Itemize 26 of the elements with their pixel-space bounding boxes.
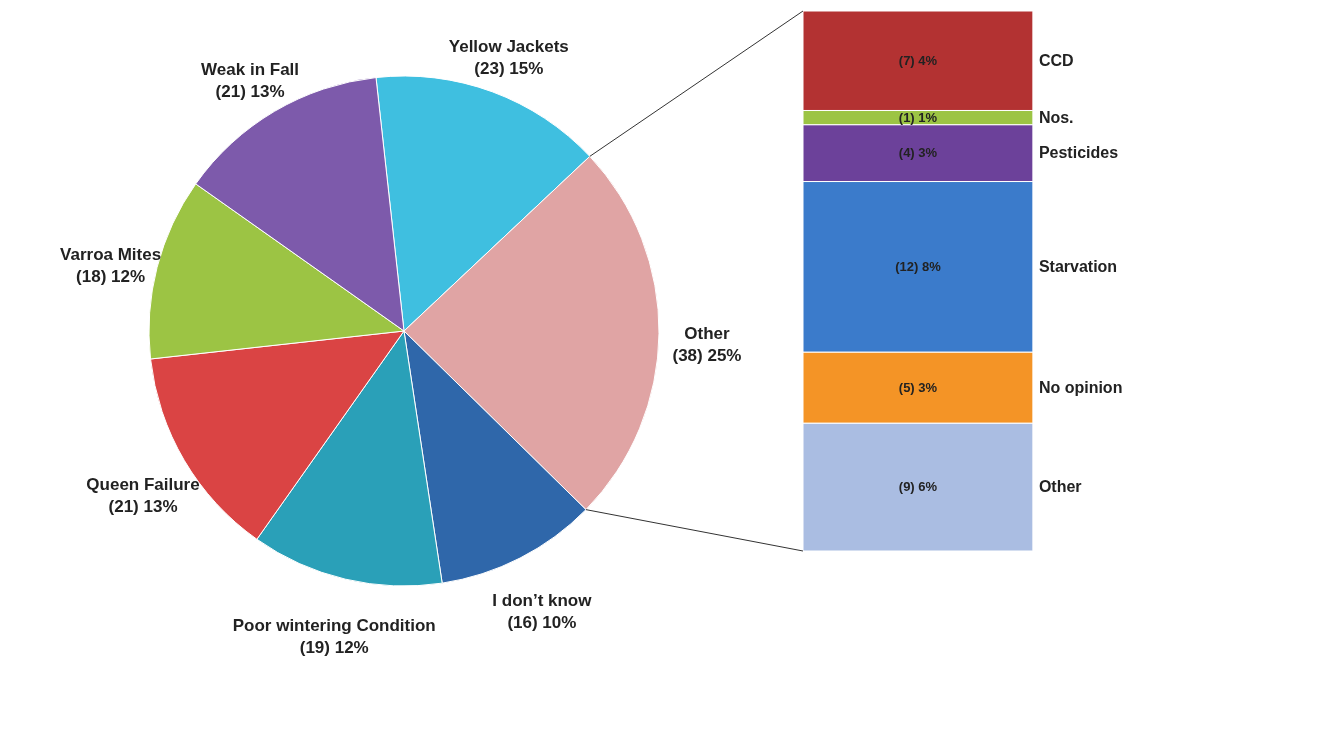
data-label: (38) 25% [672,346,742,366]
data-label: (12) 8% [895,258,942,274]
slice-label: Other [684,324,731,344]
series-label: CCD [1038,51,1074,69]
series-label: Other [1038,478,1082,496]
slice-label: Varroa Mites [60,245,162,265]
slice-label: Poor wintering Condition [232,615,436,635]
series-label: Starvation [1038,257,1118,275]
data-label: (9) 6% [898,479,938,495]
data-label: (16) 10% [507,612,577,632]
series-label: Nos. [1038,108,1074,126]
data-label: (21) 13% [215,82,285,102]
data-label: (1) 1% [898,109,938,125]
data-label: (4) 3% [898,145,938,161]
data-label: (21) 13% [108,496,178,516]
data-label: (23) 15% [474,58,544,78]
data-label: (5) 3% [898,379,938,395]
data-label: (18) 12% [76,267,146,287]
data-label: (7) 4% [898,52,938,68]
series-label: No opinion [1038,378,1123,396]
slice-label: I don’t know [492,590,593,610]
slice-label: Queen Failure [86,474,200,494]
slice-label: Yellow Jackets [448,36,569,56]
slice-label: Weak in Fall [201,60,300,80]
data-label: (19) 12% [299,637,369,657]
series-label: Pesticides [1038,144,1119,162]
